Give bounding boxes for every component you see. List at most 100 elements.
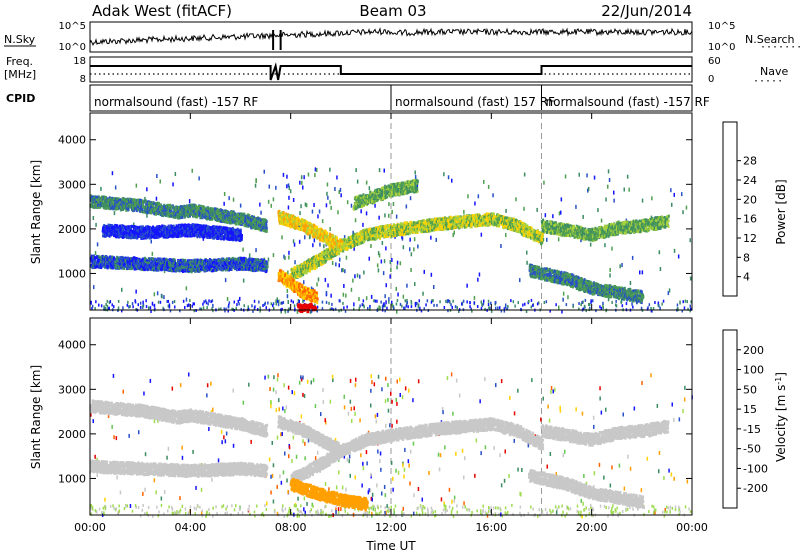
ground-pixel (602, 302, 604, 305)
echo-pixel (239, 297, 241, 301)
ground-pixel (236, 303, 238, 306)
echo-pixel (325, 278, 327, 282)
echo-pixel (308, 173, 310, 177)
nave-dots: ····· (753, 76, 783, 87)
ground-pixel (495, 301, 497, 304)
ground-pixel (584, 305, 586, 308)
echo-pixel (382, 241, 384, 245)
echo-pixel (374, 204, 376, 208)
echo-pixel (604, 243, 606, 247)
ground-pixel (531, 306, 533, 309)
echo-pixel (318, 278, 320, 282)
echo-band-pixel (218, 237, 220, 240)
ground-pixel (495, 307, 497, 310)
ground-pixel (477, 305, 479, 308)
echo-pixel (433, 285, 435, 289)
echo-band-pixel (266, 230, 268, 233)
ground-pixel (150, 306, 152, 309)
ground-pixel (92, 305, 94, 308)
echo-band-pixel (248, 217, 250, 220)
echo-pixel (607, 185, 609, 189)
ground-pixel (404, 307, 406, 310)
echo-band-pixel (100, 266, 102, 269)
echo-pixel (363, 271, 365, 275)
ground-pixel (140, 306, 142, 309)
echo-pixel (403, 295, 405, 299)
ground-pixel (145, 299, 147, 302)
echo-pixel (316, 168, 318, 172)
ground-pixel (687, 300, 689, 303)
echo-pixel (268, 200, 270, 204)
ground-pixel (513, 300, 515, 303)
ground-pixel (457, 306, 459, 309)
echo-pixel (293, 198, 295, 202)
echo-pixel (288, 206, 290, 210)
ground-pixel (322, 301, 324, 304)
echo-pixel (243, 279, 245, 283)
ground-pixel (522, 304, 524, 307)
echo-band-pixel (162, 228, 164, 231)
echo-band-pixel (240, 213, 242, 216)
echo-pixel (288, 251, 290, 255)
echo-pixel (355, 168, 357, 172)
echo-pixel (500, 244, 502, 248)
ground-pixel (566, 303, 568, 306)
echo-pixel (467, 194, 469, 198)
station-title: Adak West (fitACF) (92, 2, 232, 20)
echo-pixel (224, 192, 226, 196)
echo-pixel (136, 184, 138, 188)
echo-band-pixel (157, 257, 159, 260)
echo-pixel (160, 180, 162, 184)
ground-pixel (431, 301, 433, 304)
echo-pixel (671, 203, 673, 207)
echo-pixel (269, 185, 271, 189)
ground-pixel (132, 305, 134, 308)
ground-pixel (445, 300, 447, 303)
ground-pixel (615, 300, 617, 303)
ground-pixel (234, 301, 236, 304)
echo-pixel (346, 256, 348, 260)
echo-pixel (619, 264, 621, 268)
echo-pixel (339, 263, 341, 267)
echo-pixel (448, 175, 450, 179)
ground-pixel (291, 299, 293, 302)
echo-pixel (590, 243, 592, 247)
echo-pixel (330, 294, 332, 298)
ground-pixel (439, 300, 441, 303)
echo-pixel (384, 294, 386, 298)
echo-pixel (632, 256, 634, 260)
echo-pixel (560, 211, 562, 215)
echo-band-pixel (121, 256, 123, 259)
echo-pixel (334, 187, 336, 191)
ground-pixel (685, 300, 687, 303)
echo-pixel (642, 199, 644, 203)
ground-pixel (407, 305, 409, 308)
noise-panel-frame (90, 22, 692, 52)
ground-pixel (272, 304, 274, 307)
echo-pixel (378, 216, 380, 220)
ground-pixel (615, 304, 617, 307)
ground-pixel (283, 301, 285, 304)
echo-pixel (281, 235, 283, 239)
echo-pixel (386, 283, 388, 287)
echo-pixel (674, 193, 676, 197)
echo-band-pixel (94, 257, 96, 260)
echo-pixel (192, 169, 194, 173)
echo-pixel (172, 182, 174, 186)
echo-band-pixel (179, 235, 181, 238)
ground-pixel (589, 303, 591, 306)
ground-pixel (331, 303, 333, 306)
echo-pixel (505, 209, 507, 213)
ground-pixel (129, 305, 131, 308)
ground-pixel (168, 300, 170, 303)
echo-pixel (93, 285, 95, 289)
ground-pixel (411, 305, 413, 308)
ground-pixel (132, 302, 134, 305)
echo-pixel (305, 203, 307, 207)
echo-pixel (301, 181, 303, 185)
echo-pixel (366, 296, 368, 300)
date-title: 22/Jun/2014 (601, 2, 692, 20)
ground-pixel (160, 301, 162, 304)
ground-pixel (518, 301, 520, 304)
